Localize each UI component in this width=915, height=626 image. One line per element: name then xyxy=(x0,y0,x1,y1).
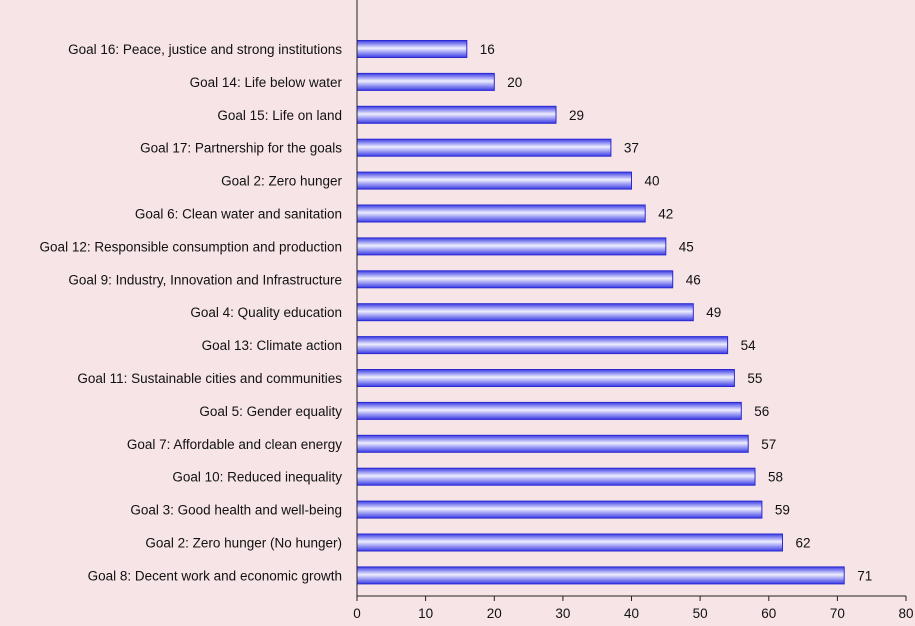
data-label: 55 xyxy=(747,371,762,386)
data-label: 62 xyxy=(796,536,811,551)
data-label: 46 xyxy=(686,272,701,287)
category-label: Goal 11: Sustainable cities and communit… xyxy=(77,371,342,386)
data-label: 54 xyxy=(741,338,757,353)
bar xyxy=(356,500,763,519)
bar xyxy=(356,566,845,585)
data-label: 59 xyxy=(775,503,790,518)
bar xyxy=(356,270,674,289)
bar xyxy=(356,467,756,486)
category-label: Goal 13: Climate action xyxy=(202,338,342,353)
x-tick-label: 20 xyxy=(487,606,502,621)
category-label: Goal 10: Reduced inequality xyxy=(172,470,342,485)
x-tick-label: 50 xyxy=(693,606,708,621)
x-tick-label: 60 xyxy=(761,606,776,621)
bar xyxy=(356,237,667,256)
category-label: Goal 16: Peace, justice and strong insti… xyxy=(68,42,342,57)
data-label: 58 xyxy=(768,470,783,485)
bar xyxy=(356,40,468,58)
category-label: Goal 8: Decent work and economic growth xyxy=(88,568,342,583)
category-label: Goal 9: Industry, Innovation and Infrast… xyxy=(68,272,342,287)
x-tick-label: 70 xyxy=(830,606,845,621)
data-label: 71 xyxy=(857,568,872,583)
category-label: Goal 2: Zero hunger xyxy=(221,174,342,189)
bar xyxy=(356,401,742,420)
bar xyxy=(356,533,783,552)
bar xyxy=(356,336,729,355)
x-tick-label: 0 xyxy=(353,606,361,621)
x-tick-label: 30 xyxy=(555,606,570,621)
axis-layer: 0 10 20 30 40 50 60 70 80 xyxy=(353,0,914,621)
category-label: Goal 5: Gender equality xyxy=(199,404,342,419)
data-label: 49 xyxy=(706,305,721,320)
data-label: 16 xyxy=(480,42,495,57)
data-label: 45 xyxy=(679,239,694,254)
category-label: Goal 7: Affordable and clean energy xyxy=(127,437,342,452)
data-label: 37 xyxy=(624,141,639,156)
bar xyxy=(356,204,646,223)
category-label: Goal 3: Good health and well-being xyxy=(130,503,342,518)
x-tick-label: 80 xyxy=(898,606,913,621)
bars-layer xyxy=(356,40,845,585)
bar xyxy=(356,434,749,453)
data-label: 40 xyxy=(645,174,660,189)
category-label: Goal 14: Life below water xyxy=(190,75,343,90)
bar xyxy=(356,303,694,322)
data-label: 56 xyxy=(754,404,769,419)
category-label: Goal 4: Quality education xyxy=(190,305,342,320)
category-label: Goal 12: Responsible consumption and pro… xyxy=(40,239,342,254)
labels-layer: Goal 16: Peace, justice and strong insti… xyxy=(40,42,873,583)
category-label: Goal 6: Clean water and sanitation xyxy=(135,207,342,222)
category-label: Goal 17: Partnership for the goals xyxy=(140,141,342,156)
category-label: Goal 15: Life on land xyxy=(217,108,342,123)
bar xyxy=(356,171,632,190)
bar xyxy=(356,138,612,157)
data-label: 20 xyxy=(507,75,522,90)
bar xyxy=(356,369,735,387)
data-label: 29 xyxy=(569,108,584,123)
data-label: 42 xyxy=(658,207,673,222)
data-label: 57 xyxy=(761,437,776,452)
x-tick-label: 40 xyxy=(624,606,639,621)
category-label: Goal 2: Zero hunger (No hunger) xyxy=(145,536,342,551)
bar xyxy=(356,105,557,124)
bar xyxy=(356,72,495,91)
x-tick-label: 10 xyxy=(418,606,433,621)
